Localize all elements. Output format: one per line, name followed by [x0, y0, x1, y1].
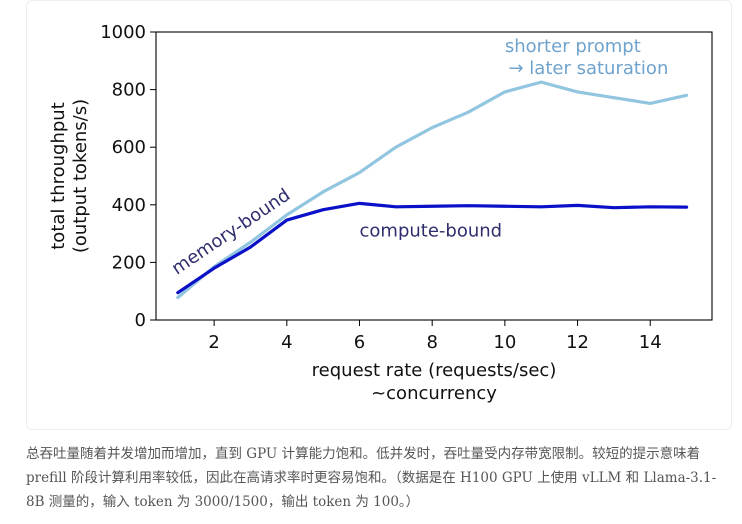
- memory-bound-annotation: memory-bound: [168, 185, 294, 280]
- compute-bound-annotation: compute-bound: [360, 220, 503, 241]
- x-tick-label: 4: [281, 332, 292, 353]
- shorter-prompt-annotation: shorter prompt: [505, 36, 641, 57]
- series-line-longer-prompt: [176, 201, 689, 295]
- x-axis-label: request rate (requests/sec): [312, 360, 557, 381]
- y-tick-label: 800: [112, 80, 146, 101]
- y-axis-label: total throughput: [48, 102, 69, 250]
- x-tick-label: 10: [493, 332, 516, 353]
- x-tick-label: 14: [639, 332, 662, 353]
- chart-card: 2 4 6 8 10 12 14 0 200 400 600 800 1000 request rate…: [26, 0, 732, 430]
- figure-caption: 总吞吐量随着并发增加而增加，直到 GPU 计算能力饱和。低并发时，吞吐量受内存带…: [26, 446, 717, 510]
- x-tick-label: 12: [566, 332, 589, 353]
- throughput-chart: 2 4 6 8 10 12 14 0 200 400 600 800 1000 request rate…: [48, 22, 713, 404]
- y-tick-label: 200: [112, 252, 146, 273]
- later-saturation-annotation: → later saturation: [508, 58, 668, 79]
- series-line-shorter-prompt: [176, 80, 689, 300]
- y-tick-label: 1000: [100, 22, 146, 43]
- y-tick-label: 400: [112, 195, 146, 216]
- x-axis-sublabel: ~concurrency: [371, 383, 497, 404]
- x-tick-label: 6: [354, 332, 365, 353]
- x-tick-label: 2: [208, 332, 219, 353]
- y-axis-sublabel: (output tokens/s): [70, 99, 91, 253]
- x-tick-label: 8: [426, 332, 437, 353]
- y-tick-label: 0: [135, 310, 146, 331]
- plot-frame: [155, 31, 713, 321]
- y-tick-label: 600: [112, 137, 146, 158]
